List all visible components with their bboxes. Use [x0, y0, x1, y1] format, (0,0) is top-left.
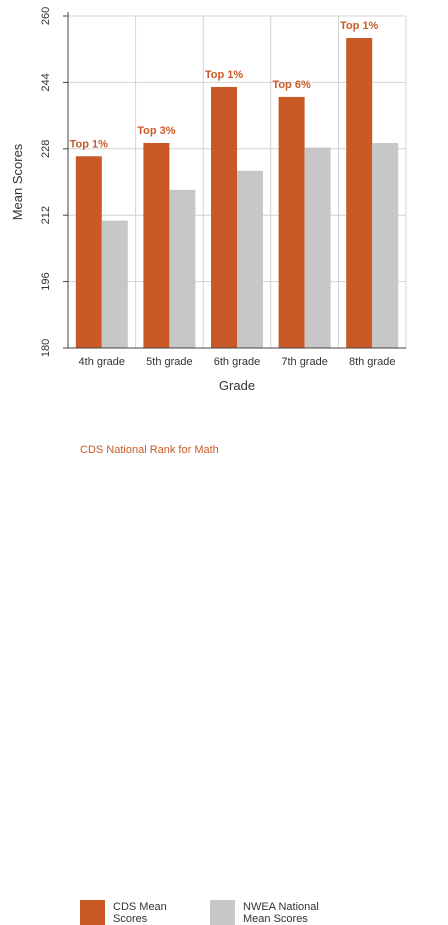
x-tick-label: 5th grade: [146, 356, 192, 368]
x-tick-label: 6th grade: [214, 356, 260, 368]
axes: [63, 12, 406, 349]
bar-nwea: [169, 189, 196, 348]
rank-legend-note: CDS National Rank for Math: [80, 444, 219, 456]
rank-annotation: Top 6%: [272, 79, 311, 91]
x-tick-label: 7th grade: [281, 356, 327, 368]
bar-nwea: [372, 142, 399, 348]
bar-cds: [346, 37, 373, 349]
y-tick-label: 212: [40, 206, 52, 224]
bar-chart: 180 196 212 228 244 260 Top 1% 4th grade Top 3% 5…: [10, 7, 407, 393]
legend-label-nwea: NWEA National Mean Scores: [243, 901, 319, 925]
bar-cds: [143, 142, 170, 348]
bar-cds: [211, 86, 237, 348]
bar-nwea: [101, 220, 128, 348]
legend-label-cds: CDS Mean Scores: [113, 901, 167, 925]
x-tick-label: 4th grade: [79, 356, 125, 368]
y-tick-label: 180: [40, 339, 52, 357]
rank-annotation: Top 1%: [205, 69, 244, 81]
legend-swatch-cds: [80, 900, 105, 925]
rank-annotation: Top 1%: [340, 20, 379, 32]
y-axis-title: Mean Scores: [10, 143, 25, 220]
y-tick-label: 196: [40, 272, 52, 290]
chart-container: 180 196 212 228 244 260 Top 1% 4th grade Top 3% 5…: [10, 7, 407, 925]
y-tick-label: 244: [40, 73, 52, 91]
x-axis-title: Grade: [219, 378, 255, 393]
y-tick-label: 260: [40, 7, 52, 25]
rank-annotation: Top 1%: [70, 138, 109, 150]
bar-cds: [75, 156, 102, 348]
bar-cds: [278, 96, 305, 348]
rank-annotation: Top 3%: [137, 125, 176, 137]
bars: [75, 37, 399, 349]
y-tick-label: 228: [40, 140, 52, 158]
x-tick-label: 8th grade: [349, 356, 395, 368]
bar-nwea: [237, 170, 263, 348]
labels: 180 196 212 228 244 260 Top 1% 4th grade Top 3% 5…: [10, 7, 395, 393]
bar-nwea: [304, 147, 331, 348]
legend-swatch-nwea: [210, 900, 235, 925]
